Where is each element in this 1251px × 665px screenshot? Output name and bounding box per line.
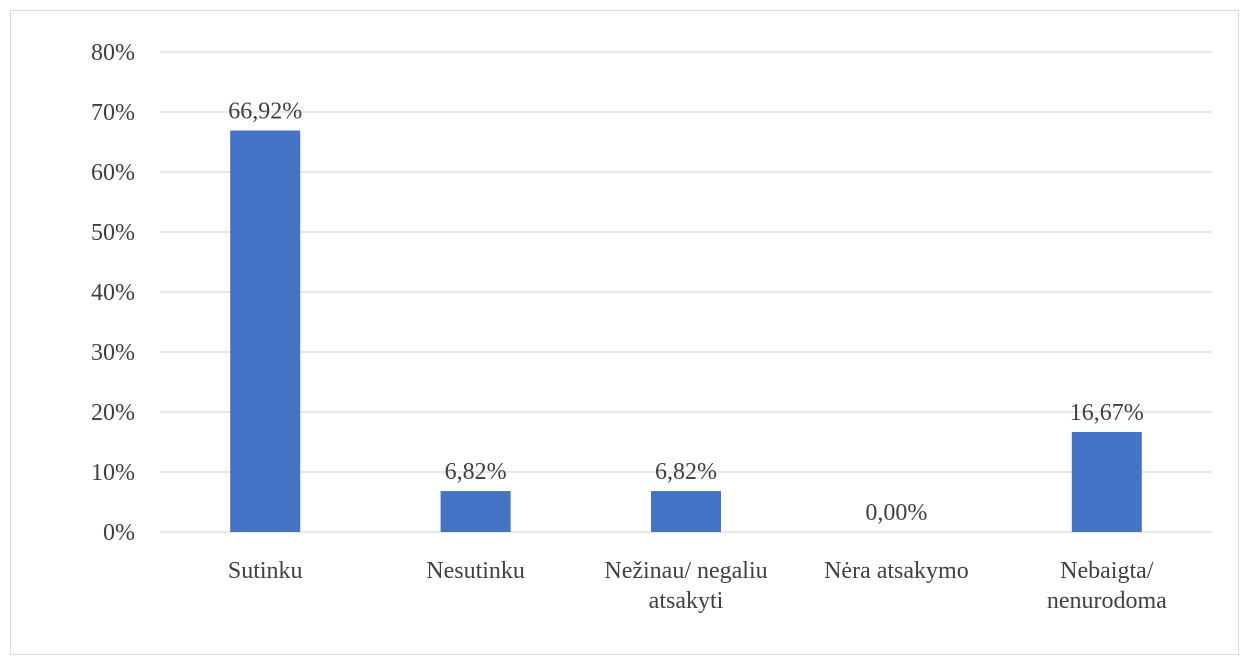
y-tick-label: 10% [91, 460, 135, 486]
category-labels: Sutinku Nesutinku Nežinau/ negaliu atsakyti… [228, 558, 1167, 614]
category-label: Nėra atsakymo [824, 558, 969, 584]
y-tick-label: 40% [91, 280, 135, 306]
data-label: 0,00% [865, 500, 927, 526]
y-axis-tick-labels: 0% 10% 20% 30% 40% 50% 60% 70% 80% [91, 40, 135, 546]
bar [651, 491, 721, 532]
bar [440, 491, 511, 532]
gridlines [160, 51, 1212, 533]
category-label: Nesutinku [426, 558, 525, 584]
bar [230, 130, 301, 533]
y-tick-label: 70% [91, 100, 135, 126]
bars [230, 130, 1142, 533]
data-label: 6,82% [655, 459, 717, 485]
y-tick-label: 60% [91, 160, 135, 186]
y-tick-label: 20% [91, 400, 135, 426]
y-tick-label: 0% [103, 520, 135, 546]
chart-area [10, 10, 1239, 655]
category-label: Nežinau/ negaliu [604, 558, 767, 584]
data-labels: 66,92% 6,82% 6,82% 0,00% 16,67% [228, 98, 1144, 526]
y-tick-label: 30% [91, 340, 135, 366]
category-label: Nebaigta/ [1060, 558, 1154, 584]
y-tick-label: 50% [91, 220, 135, 246]
category-label: nenurodoma [1047, 588, 1167, 614]
data-label: 6,82% [445, 459, 507, 485]
category-label: atsakyti [649, 588, 724, 614]
category-label: Sutinku [228, 558, 303, 584]
data-label: 16,67% [1070, 400, 1144, 426]
y-tick-label: 80% [91, 40, 135, 66]
data-label: 66,92% [228, 98, 302, 124]
bar [1071, 431, 1142, 532]
